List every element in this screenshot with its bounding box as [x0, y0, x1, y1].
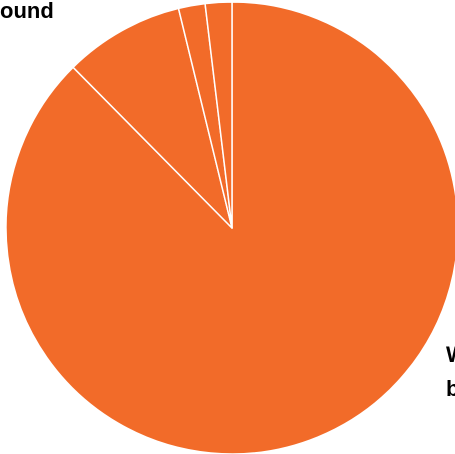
pie-slice-4 [204, 1, 233, 229]
slice-label-top: ound [0, 0, 54, 23]
slice-label-right-line2: b [446, 376, 455, 401]
slice-label-right-line1: W [446, 338, 455, 372]
slice-label-right: W b [446, 338, 455, 406]
pie-slices [5, 1, 455, 454]
pie-slice-1 [5, 1, 455, 454]
pie-slice-2 [72, 7, 233, 229]
